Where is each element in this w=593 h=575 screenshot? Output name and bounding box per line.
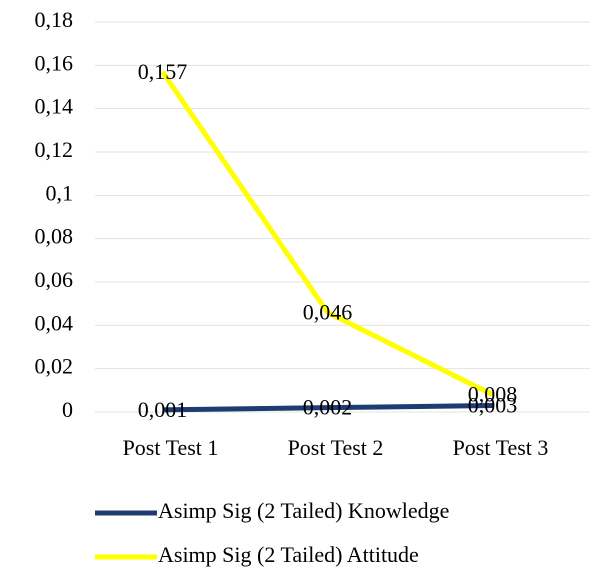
series-line: [162, 403, 493, 413]
data-label: 0,046: [303, 299, 353, 324]
legend-label: Asimp Sig (2 Tailed) Attitude: [158, 542, 419, 567]
y-tick-label: 0,1: [46, 180, 74, 205]
data-label: 0,008: [468, 382, 518, 407]
data-label: 0,002: [303, 395, 353, 420]
data-label: 0,001: [138, 397, 188, 422]
data-label: 0,003: [468, 393, 518, 418]
y-tick-label: 0: [62, 397, 73, 422]
y-tick-label: 0,18: [35, 7, 74, 32]
y-tick-label: 0,02: [35, 354, 74, 379]
series-line: [160, 70, 494, 397]
y-tick-label: 0,12: [35, 137, 74, 162]
y-tick-label: 0,04: [35, 310, 74, 335]
data-label: 0,157: [138, 59, 188, 84]
y-tick-label: 0,08: [35, 224, 74, 249]
y-tick-label: 0,06: [35, 267, 74, 292]
x-tick-label: Post Test 3: [453, 435, 549, 460]
y-tick-label: 0,16: [35, 50, 74, 75]
x-tick-label: Post Test 2: [288, 435, 384, 460]
legend-label: Asimp Sig (2 Tailed) Knowledge: [158, 498, 449, 523]
y-tick-label: 0,14: [35, 94, 74, 119]
x-tick-label: Post Test 1: [123, 435, 219, 460]
